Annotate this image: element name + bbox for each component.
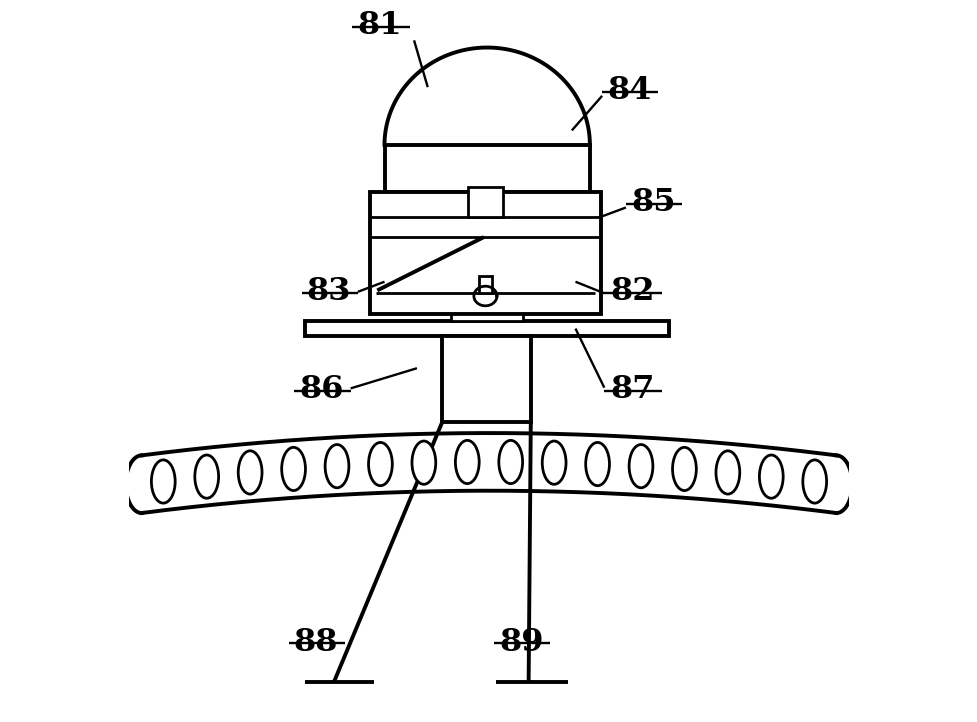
Bar [384,145,589,191]
Ellipse shape [194,455,219,498]
Ellipse shape [758,455,783,498]
Text: 89: 89 [498,627,543,658]
Ellipse shape [324,445,349,488]
Ellipse shape [802,460,826,503]
Polygon shape [142,433,835,513]
Bar [450,314,523,321]
Ellipse shape [455,440,479,484]
Bar [369,191,600,314]
Bar [442,336,531,422]
Bar [305,321,668,336]
Text: 86: 86 [299,374,344,405]
Ellipse shape [715,451,739,494]
Ellipse shape [498,440,522,484]
Bar [468,188,502,217]
Ellipse shape [281,448,305,490]
Bar [479,276,491,292]
Ellipse shape [368,443,392,486]
Text: 85: 85 [630,187,675,218]
Ellipse shape [411,441,436,484]
Ellipse shape [151,460,175,503]
Text: 81: 81 [357,10,402,41]
Text: 84: 84 [607,75,651,106]
Text: 82: 82 [611,277,655,308]
Ellipse shape [585,443,609,486]
Text: 88: 88 [293,627,338,658]
Text: 87: 87 [611,374,655,405]
Ellipse shape [238,451,262,494]
Text: 83: 83 [307,277,351,308]
Ellipse shape [628,445,653,488]
Ellipse shape [672,448,696,490]
Ellipse shape [541,441,566,484]
